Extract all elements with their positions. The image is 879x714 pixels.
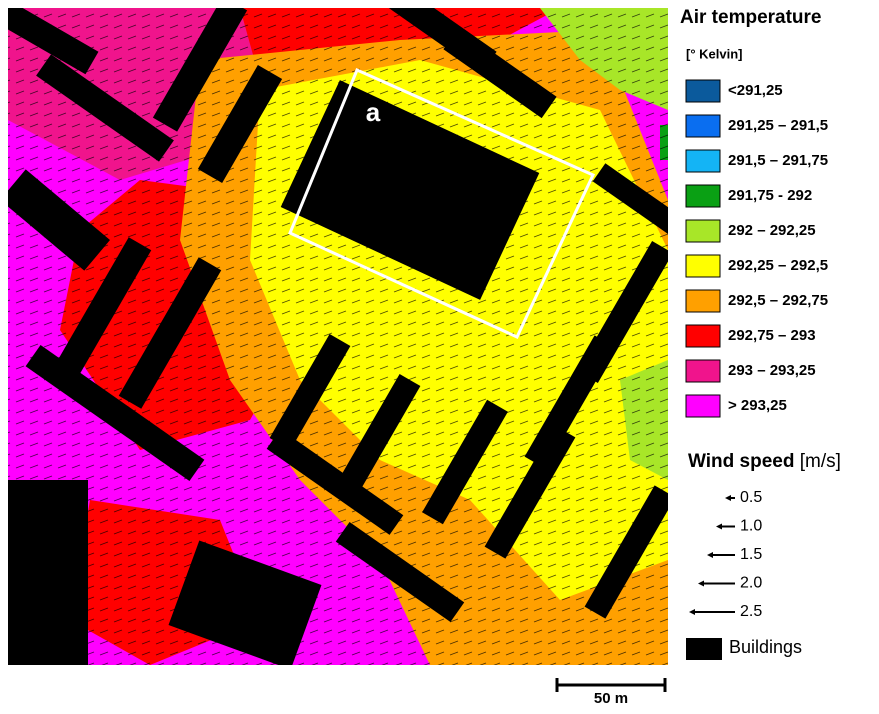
legend-label: 291,25 – 291,5	[728, 117, 828, 134]
legend-label: <291,25	[728, 82, 783, 99]
legend-swatch	[686, 360, 720, 382]
legend-label: 293 – 293,25	[728, 362, 816, 379]
legend-label: > 293,25	[728, 397, 787, 414]
area-label: a	[366, 97, 381, 127]
legend-unit: [° Kelvin]	[686, 46, 742, 61]
legend-label: 292 – 292,25	[728, 222, 816, 239]
wind-title-text: Wind speed	[688, 451, 794, 472]
wind-arrow-head	[707, 552, 713, 558]
legend-swatch	[686, 80, 720, 102]
wind-label: 2.0	[740, 575, 762, 592]
wind-label: 1.0	[740, 518, 762, 535]
temperature-map: a	[0, 0, 687, 670]
wind-title: Wind speed [m/s]	[688, 451, 841, 472]
legend-swatch	[686, 220, 720, 242]
buildings-swatch	[686, 638, 722, 660]
wind-arrow-head	[689, 609, 695, 615]
wind-arrow-head	[716, 524, 722, 530]
scale-label: 50 m	[594, 690, 628, 707]
wind-label: 0.5	[740, 489, 762, 506]
legend-label: 291,5 – 291,75	[728, 152, 828, 169]
legend-swatch	[686, 395, 720, 417]
wind-legend: 0.5 1.0 1.5 2.0 2.5	[689, 489, 762, 620]
legend-swatch	[686, 150, 720, 172]
legend-swatch	[686, 290, 720, 312]
legend-label: 292,5 – 292,75	[728, 292, 828, 309]
legend-swatch	[686, 185, 720, 207]
wind-label: 1.5	[740, 546, 762, 563]
legend-swatch	[686, 115, 720, 137]
legend-title: Air temperature	[680, 7, 822, 28]
wind-arrow-head	[698, 581, 704, 587]
wind-arrow-head	[725, 495, 731, 501]
legend-swatch	[686, 325, 720, 347]
page: a Air temperature [° Kelvin] <291,25 291,…	[0, 0, 879, 709]
wind-unit: [m/s]	[800, 451, 841, 472]
legend-swatch	[686, 255, 720, 277]
legend-label: 292,25 – 292,5	[728, 257, 828, 274]
wind-label: 2.5	[740, 603, 762, 620]
legend-label: 292,75 – 293	[728, 327, 816, 344]
buildings-label: Buildings	[729, 637, 802, 657]
legend-classes: <291,25 291,25 – 291,5 291,5 – 291,75 291,7…	[686, 80, 828, 417]
legend-label: 291,75 - 292	[728, 187, 812, 204]
